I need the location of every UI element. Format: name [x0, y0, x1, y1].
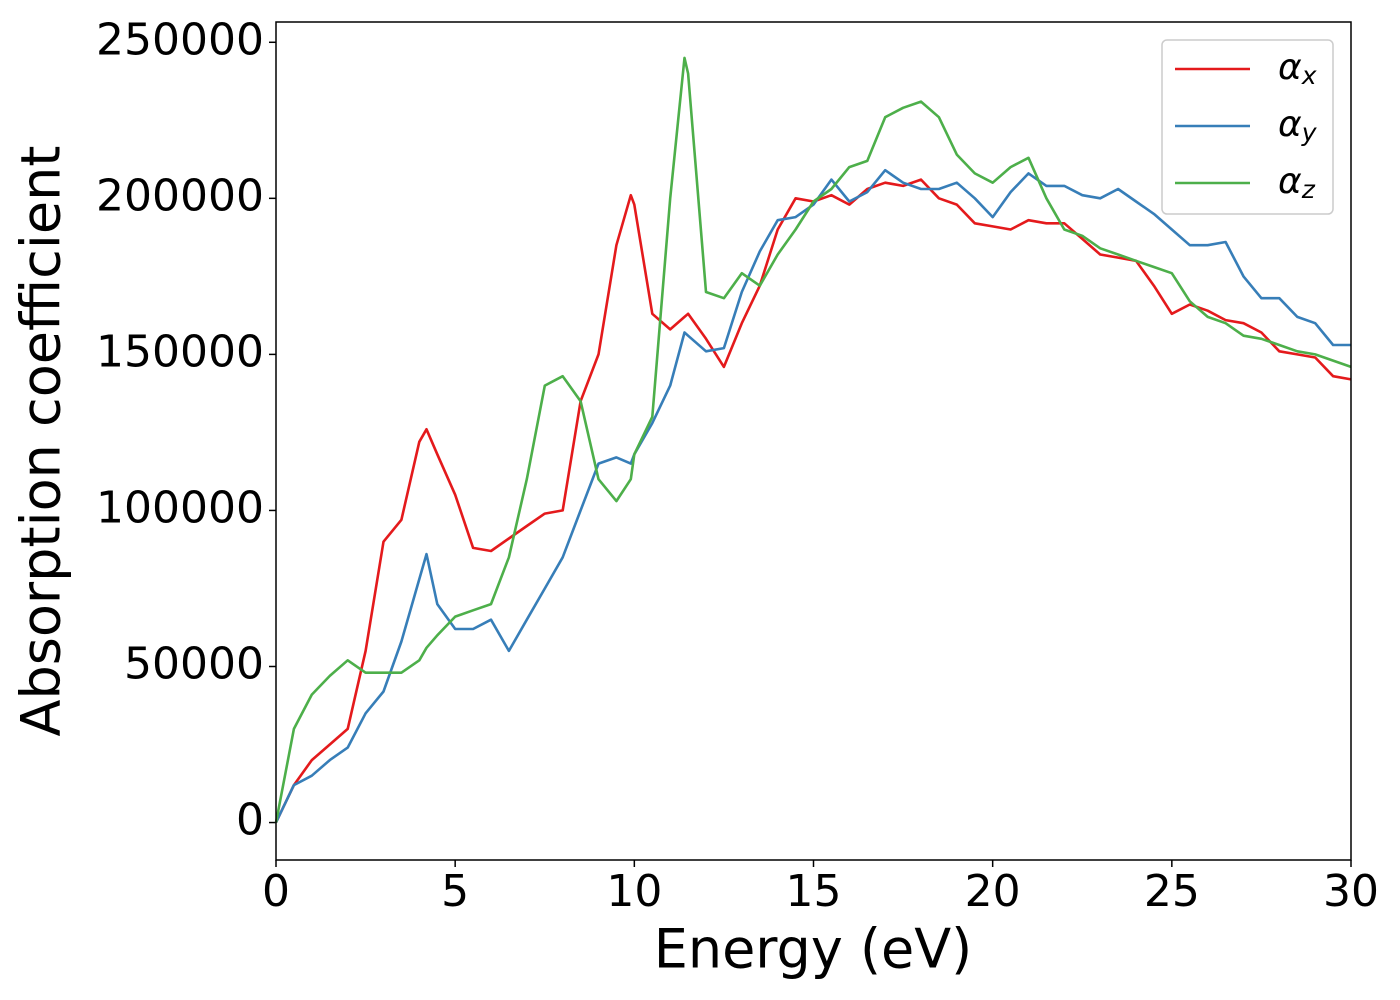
- legend-label: αz: [1278, 161, 1316, 204]
- x-tick-label: 30: [1323, 866, 1379, 917]
- y-axis-label: Absorption coefficient: [10, 146, 73, 737]
- data-line: [274, 178, 1352, 824]
- x-tick-label: 0: [262, 866, 290, 917]
- x-tick-label: 20: [965, 866, 1021, 917]
- x-tick-label: 25: [1144, 866, 1200, 917]
- y-tick-label: 0: [236, 795, 264, 846]
- axes-frame: [275, 21, 1352, 861]
- x-tick-label: 5: [441, 866, 469, 917]
- y-tick-label: 250000: [96, 14, 264, 65]
- legend-label: αx: [1278, 47, 1317, 90]
- data-line: [274, 56, 1352, 823]
- data-line: [274, 168, 1351, 824]
- legend-label: αy: [1278, 104, 1318, 147]
- y-tick-label: 50000: [124, 638, 264, 689]
- y-tick-label: 100000: [96, 482, 264, 533]
- y-tick-label: 150000: [96, 326, 264, 377]
- x-axis-label: Energy (eV): [654, 918, 973, 981]
- x-tick-label: 15: [786, 866, 842, 917]
- x-tick-label: 10: [606, 866, 662, 917]
- y-tick-label: 200000: [96, 170, 264, 221]
